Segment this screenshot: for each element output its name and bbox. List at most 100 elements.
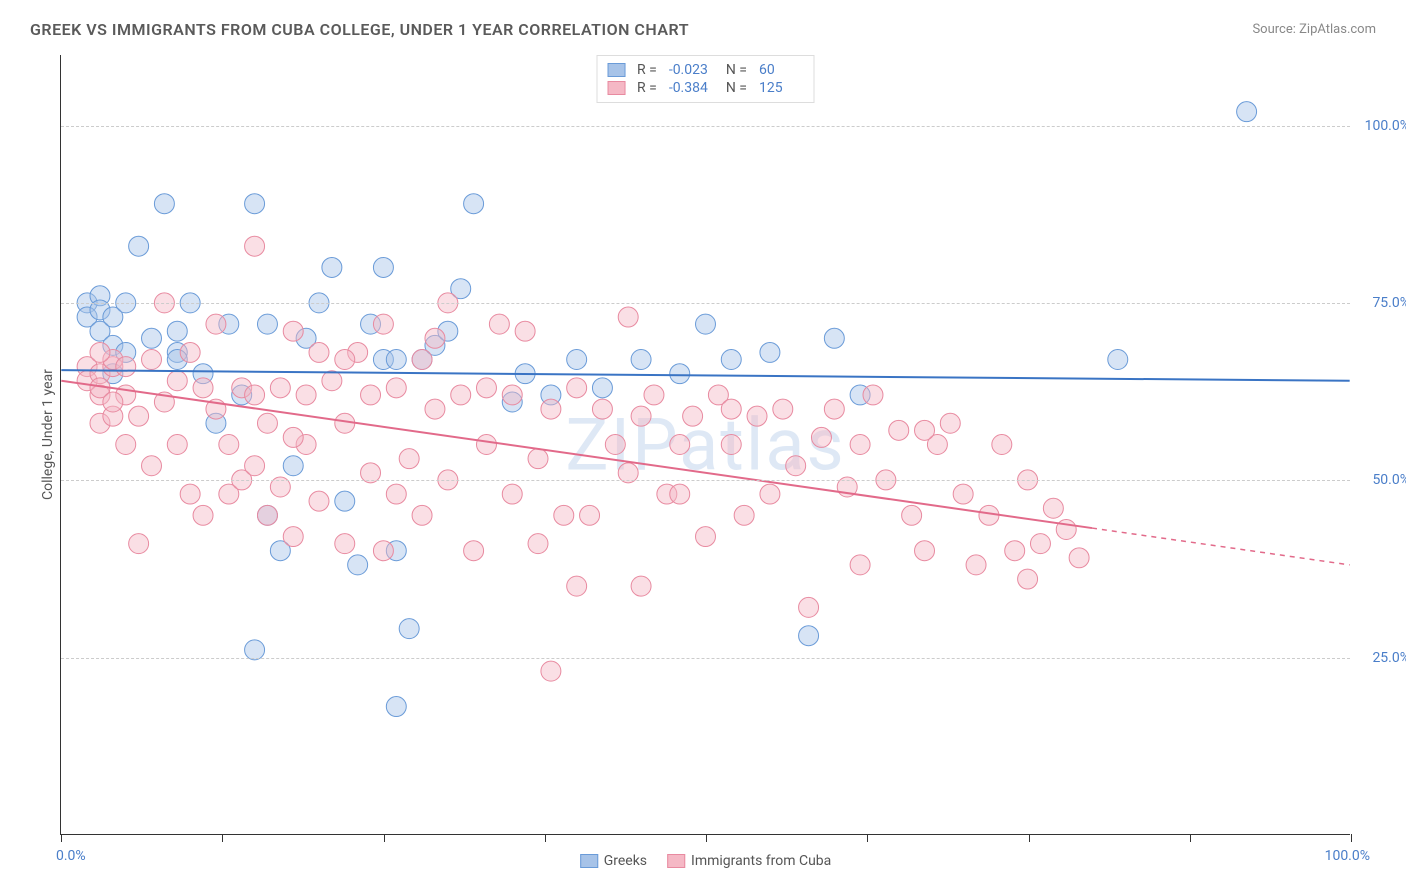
scatter-point xyxy=(386,350,406,370)
r-value: -0.384 xyxy=(669,80,714,96)
scatter-point xyxy=(245,194,265,214)
scatter-point xyxy=(902,505,922,525)
x-tick xyxy=(61,834,62,842)
scatter-point xyxy=(824,328,844,348)
scatter-point xyxy=(129,534,149,554)
scatter-point xyxy=(412,350,432,370)
scatter-point xyxy=(1005,541,1025,561)
scatter-point xyxy=(167,371,187,391)
scatter-point xyxy=(476,378,496,398)
scatter-point xyxy=(502,385,522,405)
scatter-point xyxy=(103,392,123,412)
page-title: GREEK VS IMMIGRANTS FROM CUBA COLLEGE, U… xyxy=(30,20,689,39)
scatter-point xyxy=(953,484,973,504)
scatter-point xyxy=(760,342,780,362)
scatter-point xyxy=(283,321,303,341)
legend-label-greeks: Greeks xyxy=(604,853,647,869)
scatter-point xyxy=(129,236,149,256)
scatter-point xyxy=(206,314,226,334)
x-tick xyxy=(1029,834,1030,842)
scatter-point xyxy=(386,697,406,717)
scatter-point xyxy=(618,307,638,327)
scatter-point xyxy=(992,435,1012,455)
legend-swatch xyxy=(607,63,625,77)
n-label: N = xyxy=(726,80,747,96)
scatter-point xyxy=(373,314,393,334)
scatter-point xyxy=(528,449,548,469)
legend-swatch-greeks xyxy=(580,854,598,868)
scatter-point xyxy=(245,456,265,476)
scatter-point xyxy=(180,484,200,504)
scatter-point xyxy=(270,378,290,398)
scatter-point xyxy=(1043,498,1063,518)
scatter-point xyxy=(567,378,587,398)
scatter-point xyxy=(580,505,600,525)
source-value: ZipAtlas.com xyxy=(1299,22,1376,37)
scatter-point xyxy=(592,399,612,419)
scatter-point xyxy=(386,378,406,398)
scatter-point xyxy=(309,491,329,511)
scatter-chart-svg xyxy=(61,55,1350,834)
y-tick-label: 50.0% xyxy=(1372,472,1406,488)
legend-item-cuba: Immigrants from Cuba xyxy=(667,853,831,869)
scatter-point xyxy=(747,406,767,426)
legend-item-greeks: Greeks xyxy=(580,853,647,869)
x-axis-min-label: 0.0% xyxy=(56,848,86,864)
scatter-point xyxy=(476,435,496,455)
x-tick xyxy=(545,834,546,842)
scatter-point xyxy=(592,378,612,398)
legend-swatch-cuba xyxy=(667,854,685,868)
scatter-point xyxy=(696,314,716,334)
r-value: -0.023 xyxy=(669,62,714,78)
scatter-point xyxy=(1069,548,1089,568)
scatter-point xyxy=(670,484,690,504)
legend-correlation-row: R =-0.384N =125 xyxy=(607,80,804,96)
y-tick-label: 25.0% xyxy=(1372,650,1406,666)
n-value: 60 xyxy=(759,62,804,78)
chart-plot-area: ZIPatlas R =-0.023N =60R =-0.384N =125 G… xyxy=(60,55,1350,835)
source-attribution: Source: ZipAtlas.com xyxy=(1252,22,1376,37)
scatter-point xyxy=(799,597,819,617)
legend-correlation-box: R =-0.023N =60R =-0.384N =125 xyxy=(596,55,815,103)
scatter-point xyxy=(142,350,162,370)
scatter-point xyxy=(541,399,561,419)
scatter-point xyxy=(142,328,162,348)
scatter-point xyxy=(425,328,445,348)
scatter-point xyxy=(116,435,136,455)
x-tick xyxy=(384,834,385,842)
scatter-point xyxy=(283,456,303,476)
scatter-point xyxy=(90,342,110,362)
scatter-point xyxy=(940,413,960,433)
scatter-point xyxy=(245,385,265,405)
gridline xyxy=(61,126,1350,127)
scatter-point xyxy=(824,399,844,419)
scatter-point xyxy=(296,385,316,405)
legend-swatch xyxy=(607,81,625,95)
scatter-point xyxy=(850,555,870,575)
scatter-point xyxy=(786,456,806,476)
scatter-point xyxy=(721,399,741,419)
scatter-point xyxy=(257,314,277,334)
scatter-point xyxy=(386,484,406,504)
scatter-point xyxy=(257,413,277,433)
scatter-point xyxy=(142,456,162,476)
y-tick-label: 75.0% xyxy=(1372,295,1406,311)
scatter-point xyxy=(889,420,909,440)
legend-label-cuba: Immigrants from Cuba xyxy=(691,853,831,869)
gridline xyxy=(61,480,1350,481)
gridline xyxy=(61,303,1350,304)
scatter-point xyxy=(1018,569,1038,589)
scatter-point xyxy=(116,357,136,377)
source-label: Source: xyxy=(1252,22,1295,37)
scatter-point xyxy=(502,484,522,504)
scatter-point xyxy=(799,626,819,646)
scatter-point xyxy=(631,350,651,370)
scatter-point xyxy=(193,505,213,525)
y-tick-label: 100.0% xyxy=(1365,118,1406,134)
scatter-point xyxy=(154,194,174,214)
scatter-point xyxy=(412,505,432,525)
scatter-point xyxy=(915,420,935,440)
scatter-point xyxy=(335,491,355,511)
x-tick xyxy=(222,834,223,842)
scatter-point xyxy=(1030,534,1050,554)
